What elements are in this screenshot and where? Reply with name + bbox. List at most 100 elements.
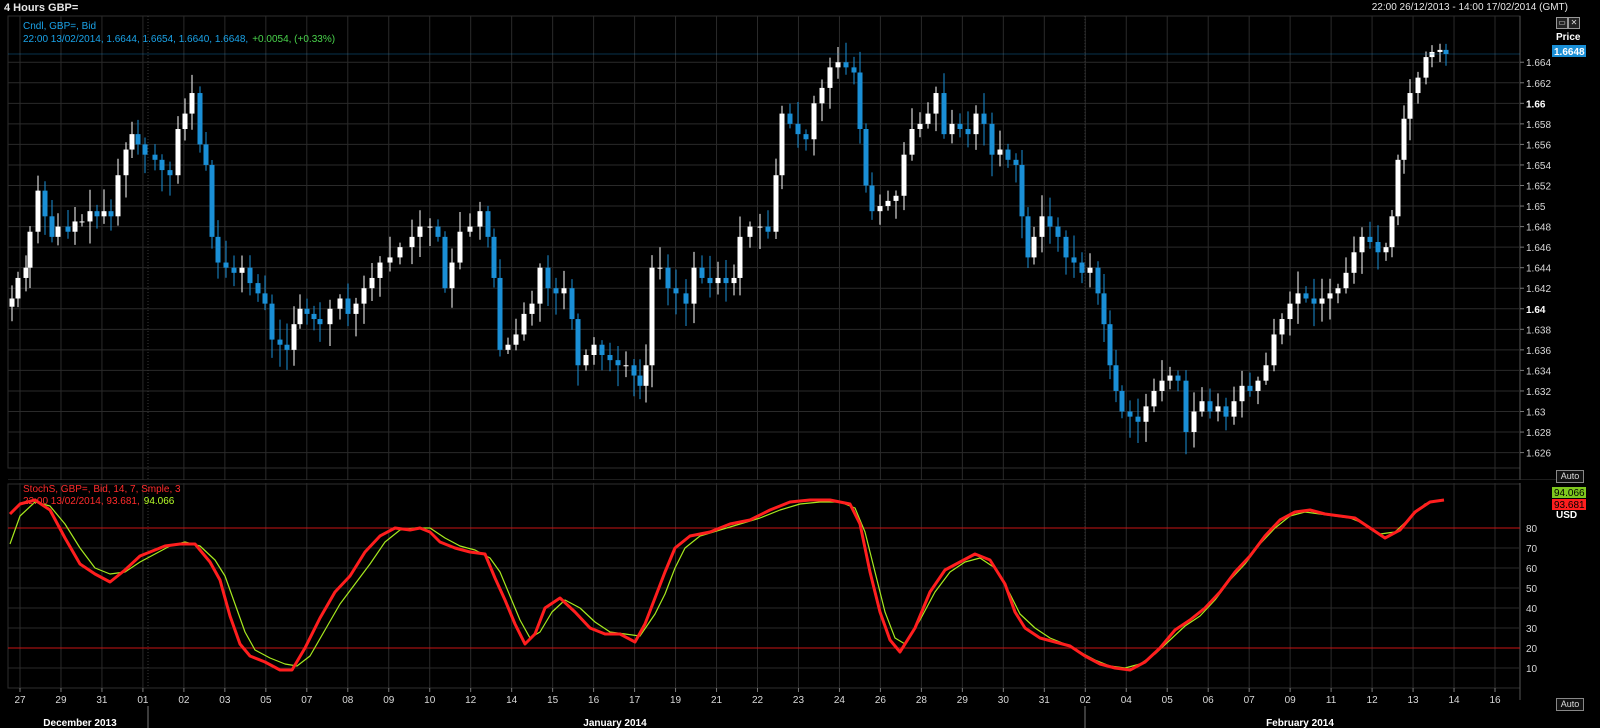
candle-up [885, 200, 891, 207]
candle-up [1143, 406, 1149, 422]
candle-up [72, 221, 78, 232]
candle-up [909, 129, 915, 155]
candle-up [361, 288, 367, 304]
candle-down [1107, 324, 1113, 366]
candle-up [15, 277, 21, 299]
x-tick-label: 17 [629, 695, 641, 706]
price-tick-label: 1.632 [1526, 387, 1551, 398]
candle-down [545, 267, 551, 289]
candle-up [877, 206, 883, 212]
date-range: 22:00 26/12/2013 - 14:00 17/02/2014 (GMT… [1371, 2, 1568, 13]
candle-up [819, 87, 825, 104]
x-tick-label: 07 [1244, 695, 1256, 706]
candle-up [239, 267, 245, 273]
candle-up [1215, 406, 1221, 412]
candle-up [1199, 401, 1205, 412]
x-tick-label: 15 [547, 695, 559, 706]
panel-splitter[interactable] [0, 480, 1556, 483]
candle-up [1389, 216, 1395, 248]
x-tick-label: 12 [465, 695, 477, 706]
month-label: January 2014 [583, 718, 647, 728]
candle-down [497, 277, 503, 350]
stoch-k-line [8, 498, 1445, 672]
candle-up [123, 149, 129, 176]
x-tick-label: 29 [55, 695, 67, 706]
candle-down [637, 375, 643, 386]
candle-up [1191, 411, 1197, 433]
price-axis-title: Price [1556, 32, 1581, 43]
candle-down [65, 226, 71, 232]
x-tick-label: 14 [1448, 695, 1460, 706]
candle-down [1223, 406, 1229, 417]
candle-down [981, 113, 987, 124]
minimize-icon[interactable]: ▭ [1556, 17, 1568, 29]
price-tick-label: 1.662 [1526, 79, 1551, 90]
candle-down [159, 159, 165, 171]
title-bar: 4 Hours GBP= 22:00 26/12/2013 - 14:00 17… [0, 0, 1600, 16]
candle-up [353, 303, 359, 314]
candle-down [269, 303, 275, 340]
candle-up [297, 308, 303, 325]
candle-up [973, 113, 979, 135]
candle-up [101, 211, 107, 217]
candle-down [803, 134, 809, 140]
candle-down [345, 298, 351, 314]
x-tick-label: 10 [424, 695, 436, 706]
candle-down [262, 293, 268, 304]
x-tick-label: 16 [588, 695, 600, 706]
candle-up [649, 267, 655, 366]
stoch-axis-title: USD [1556, 510, 1577, 521]
candle-up [1407, 93, 1413, 119]
candle-up [1231, 401, 1237, 417]
candle-up [23, 267, 29, 278]
candle-up [115, 175, 121, 217]
candle-up [1271, 334, 1277, 366]
x-tick-label: 21 [711, 695, 723, 706]
stoch-auto-button[interactable]: Auto [1556, 698, 1584, 711]
x-tick-label: 09 [383, 695, 395, 706]
candle-down [1367, 236, 1373, 242]
grid [7, 15, 1521, 700]
candle-down [989, 123, 995, 155]
price-tick-label: 1.658 [1526, 120, 1551, 131]
candle-up [1335, 288, 1341, 294]
candle-down [1127, 411, 1133, 417]
candle-up [1031, 236, 1037, 258]
close-icon[interactable]: ✕ [1568, 17, 1580, 29]
candle-up [901, 154, 907, 196]
x-tick-label: 05 [260, 695, 272, 706]
candle-down [723, 277, 729, 284]
x-tick-label: 31 [1039, 695, 1051, 706]
stoch-legend-values: 22:00 13/02/2014, 93.681, [23, 496, 140, 507]
candle-up [513, 334, 519, 345]
candle-down [1175, 375, 1181, 381]
price-auto-button[interactable]: Auto [1556, 470, 1584, 483]
x-tick-label: 30 [998, 695, 1010, 706]
candle-up [835, 62, 841, 68]
candle-down [843, 62, 849, 68]
candle-down [553, 288, 559, 294]
candle-up [1359, 236, 1365, 253]
stoch-tick-label: 70 [1526, 544, 1538, 555]
price-tick-label: 1.656 [1526, 140, 1551, 151]
price-tick-label: 1.628 [1526, 428, 1551, 439]
price-tick-label: 1.66 [1526, 99, 1546, 110]
candle-up [182, 113, 188, 129]
candle-up [1287, 303, 1293, 320]
candle-down [631, 365, 637, 376]
candle-down [311, 313, 317, 320]
candle-up [773, 175, 779, 232]
candle-down [209, 164, 215, 237]
candle-up [377, 262, 383, 278]
x-tick-label: 31 [96, 695, 108, 706]
candle-down [42, 190, 48, 217]
x-tick-label: 16 [1489, 695, 1501, 706]
candle-down [699, 267, 705, 278]
candle-down [1375, 242, 1381, 253]
x-tick-label: 13 [1407, 695, 1419, 706]
candle-down [599, 344, 605, 355]
x-tick-label: 01 [137, 695, 149, 706]
candle-up [457, 231, 463, 263]
x-tick-label: 12 [1367, 695, 1379, 706]
